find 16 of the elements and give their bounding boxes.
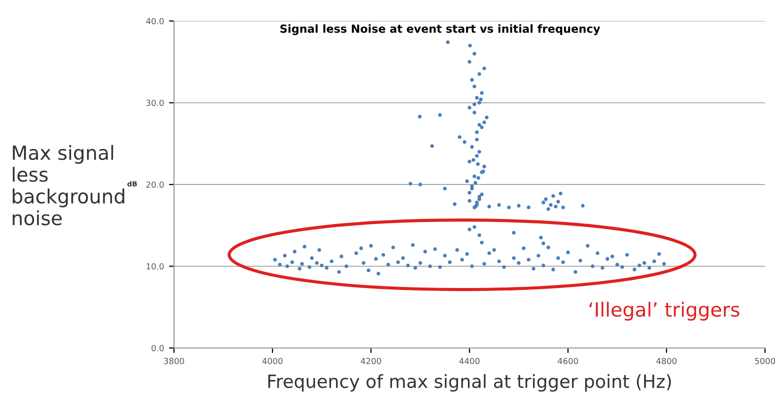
y-tick-label: 0.0 (152, 344, 164, 352)
x-axis-title: Frequency of max signal at trigger point (Hz) (268, 374, 671, 392)
x-tick-label: 5000 (755, 358, 775, 364)
x-tick-label: 4000 (262, 358, 283, 364)
y-tick-label: 10.0 (146, 263, 164, 270)
y-axis-title: Max signal less background noise (12, 145, 124, 226)
y-tick-label: 20.0 (146, 181, 164, 188)
x-tick-label: 3800 (164, 358, 184, 364)
x-tick-label: 4200 (360, 358, 382, 364)
x-tick-label: 4400 (459, 358, 480, 364)
annotation: ‘Illegal’ triggers (589, 302, 740, 321)
y-tick-label: 30.0 (146, 100, 164, 106)
x-tick-label: 4800 (656, 358, 677, 364)
chart-title: Signal less Noise at event start vs initial frequency (280, 24, 600, 36)
y-tick-label: 40.0 (146, 18, 164, 24)
x-tick-label: 4600 (558, 358, 578, 364)
